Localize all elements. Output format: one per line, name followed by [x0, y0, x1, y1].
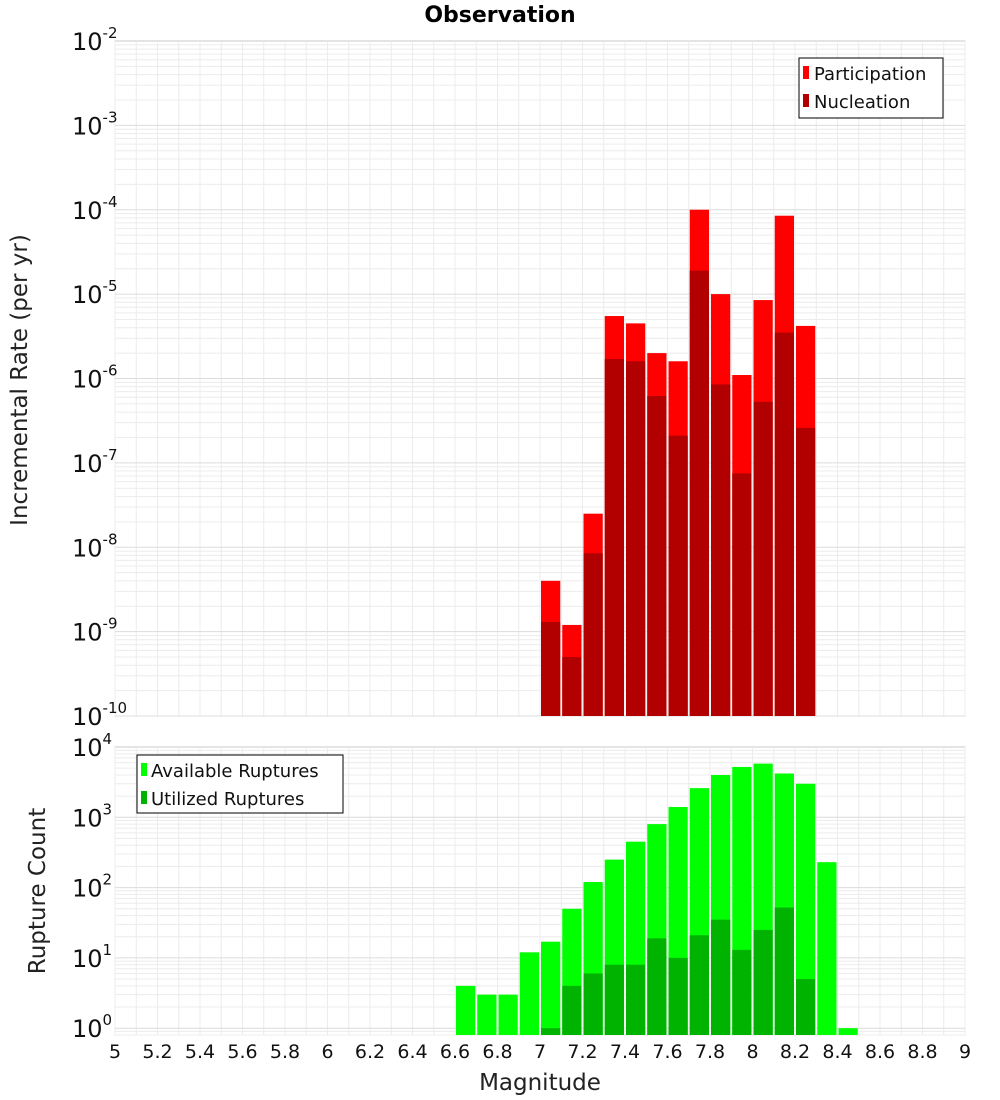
- rate-bar-nucleation: [541, 622, 561, 716]
- y-tick-label: 101: [72, 941, 112, 973]
- rate-bar-nucleation: [774, 332, 794, 716]
- legend-swatch-participation: [803, 66, 809, 79]
- rate-bar-nucleation: [647, 396, 667, 716]
- count-legend-box: [136, 754, 344, 814]
- y-tick-label: 102: [72, 871, 112, 903]
- y-tick-label: 10-10: [72, 699, 127, 731]
- rate-panel: Observation 10-1010-910-810-710-610-510-…: [7, 3, 966, 731]
- x-tick-label: 7.2: [567, 1041, 597, 1063]
- x-tick-label: 6: [321, 1041, 333, 1063]
- legend-swatch-utilized: [141, 791, 147, 804]
- x-tick-label: 7: [534, 1041, 546, 1063]
- rate-bar-nucleation: [753, 401, 773, 716]
- count-bar-utilized-ruptures: [583, 973, 603, 1035]
- x-tick-label: 9: [959, 1041, 971, 1063]
- x-tick-label: 5.6: [227, 1041, 257, 1063]
- rate-legend-box: [798, 57, 944, 119]
- x-tick-label: 7.6: [652, 1041, 682, 1063]
- count-bar-available-ruptures: [519, 952, 539, 1035]
- legend-label-utilized: Utilized Ruptures: [151, 789, 304, 810]
- x-tick-label: 5.4: [185, 1041, 215, 1063]
- count-bar-available-ruptures: [838, 1028, 858, 1035]
- x-tick-label: 7.4: [610, 1041, 640, 1063]
- count-bar-utilized-ruptures: [604, 964, 624, 1035]
- x-tick-label: 8.2: [780, 1041, 810, 1063]
- rate-y-axis-label: Incremental Rate (per yr): [7, 234, 33, 526]
- x-axis-label: Magnitude: [479, 1070, 601, 1096]
- rate-bar-nucleation: [626, 361, 646, 716]
- legend-label-participation: Participation: [814, 64, 926, 85]
- rate-bar-nucleation: [562, 657, 582, 716]
- count-legend: Available Ruptures Utilized Ruptures: [136, 754, 344, 814]
- count-bar-utilized-ruptures: [541, 1028, 561, 1035]
- x-tick-label: 8: [746, 1041, 758, 1063]
- count-bar-utilized-ruptures: [626, 964, 646, 1035]
- rate-gridlines: [114, 41, 966, 717]
- count-bar-available-ruptures: [796, 783, 816, 1035]
- x-tick-label: 6.6: [440, 1041, 470, 1063]
- y-tick-label: 10-7: [72, 446, 118, 478]
- rate-bar-nucleation: [689, 270, 709, 716]
- y-tick-label: 10-6: [72, 362, 118, 394]
- rate-bars: [541, 209, 816, 717]
- count-bars: [456, 763, 858, 1035]
- rate-bar-nucleation: [604, 359, 624, 716]
- y-tick-label: 10-2: [72, 24, 118, 56]
- chart-title: Observation: [424, 3, 575, 28]
- count-bar-utilized-ruptures: [753, 929, 773, 1035]
- rate-bar-nucleation: [583, 553, 603, 716]
- y-tick-label: 104: [72, 730, 112, 762]
- y-tick-label: 10-4: [72, 193, 118, 225]
- count-bar-utilized-ruptures: [796, 979, 816, 1035]
- y-tick-label: 10-8: [72, 530, 118, 562]
- x-tick-label: 5: [109, 1041, 121, 1063]
- x-tick-label: 8.4: [822, 1041, 852, 1063]
- x-tick-label: 8.6: [865, 1041, 895, 1063]
- legend-label-nucleation: Nucleation: [814, 92, 910, 113]
- y-tick-label: 10-3: [72, 108, 118, 140]
- x-tick-label: 5.2: [142, 1041, 172, 1063]
- count-bar-utilized-ruptures: [668, 957, 688, 1035]
- count-bar-utilized-ruptures: [562, 985, 582, 1035]
- rate-bar-nucleation: [732, 473, 752, 716]
- x-tick-label: 6.2: [355, 1041, 385, 1063]
- y-tick-label: 103: [72, 800, 112, 832]
- rate-bar-nucleation: [796, 427, 816, 716]
- rate-bar-nucleation: [711, 384, 731, 716]
- x-tick-label: 5.8: [270, 1041, 300, 1063]
- x-tick-label: 7.8: [695, 1041, 725, 1063]
- count-panel: 100 101 102 103 104 5 5.2 5.4 5.6 5.8 6 6.2 6.4 6.6 6…: [25, 730, 971, 1096]
- rate-bar-nucleation: [668, 435, 688, 716]
- count-bar-utilized-ruptures: [711, 919, 731, 1035]
- magnitude-x-ticks: 5 5.2 5.4 5.6 5.8 6 6.2 6.4 6.6 6.8 7 7.2 7.4 7.6 7.8 8…: [109, 1041, 971, 1063]
- x-tick-label: 6.4: [397, 1041, 427, 1063]
- legend-label-available: Available Ruptures: [151, 761, 319, 782]
- count-bar-utilized-ruptures: [732, 949, 752, 1035]
- count-y-ticks: 100 101 102 103 104: [72, 730, 112, 1043]
- y-tick-label: 10-9: [72, 615, 118, 647]
- count-y-axis-label: Rupture Count: [25, 808, 51, 974]
- count-bar-utilized-ruptures: [774, 907, 794, 1035]
- count-bar-utilized-ruptures: [689, 935, 709, 1035]
- count-bar-available-ruptures: [456, 985, 476, 1035]
- count-bar-utilized-ruptures: [647, 938, 667, 1035]
- rate-y-ticks: 10-10 10-9 10-8 10-7 10-6 10-5 10-4 10-3 10-2: [72, 24, 127, 731]
- rate-legend: Participation Nucleation: [798, 57, 944, 119]
- y-tick-label: 10-5: [72, 277, 118, 309]
- count-bar-available-ruptures: [477, 994, 497, 1035]
- x-tick-label: 8.8: [907, 1041, 937, 1063]
- legend-swatch-available: [141, 763, 147, 776]
- legend-swatch-nucleation: [803, 94, 809, 107]
- count-bar-available-ruptures: [817, 862, 837, 1035]
- x-tick-label: 6.8: [482, 1041, 512, 1063]
- count-bar-available-ruptures: [498, 994, 518, 1035]
- y-tick-label: 100: [72, 1011, 112, 1043]
- count-bar-available-ruptures: [541, 941, 561, 1035]
